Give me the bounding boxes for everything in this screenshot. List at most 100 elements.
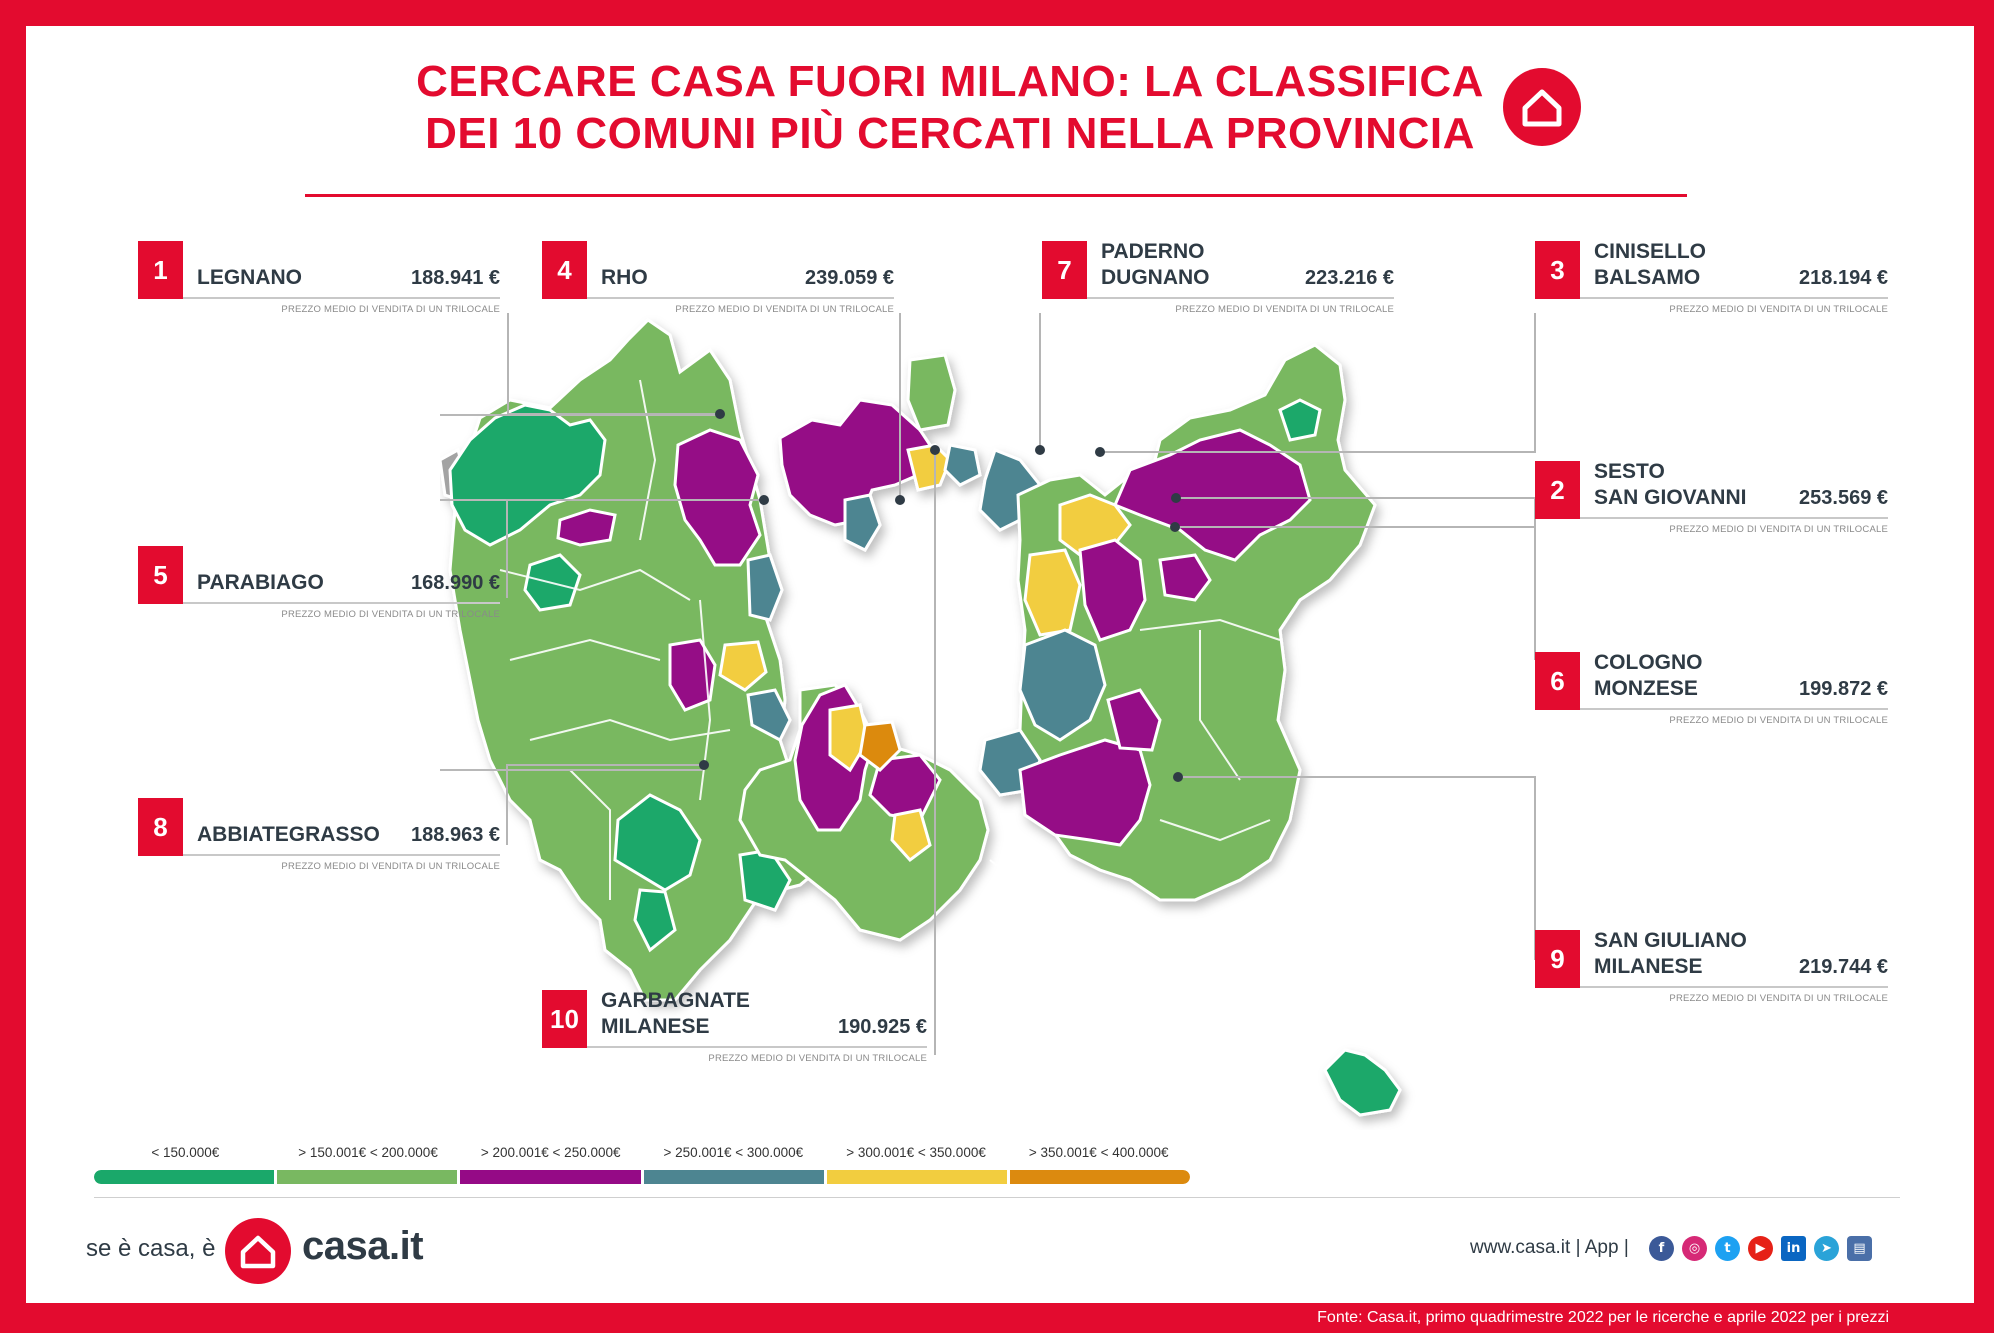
municipality-price: 253.569 € bbox=[1799, 487, 1888, 509]
legend-swatch bbox=[94, 1170, 275, 1184]
rank-badge: 3 bbox=[1535, 241, 1580, 299]
card-rule bbox=[1087, 297, 1394, 299]
youtube-icon[interactable]: ▶ bbox=[1748, 1236, 1773, 1261]
legend-labels: < 150.000€ > 150.001€ < 200.000€ > 200.0… bbox=[94, 1145, 1190, 1160]
legend-swatch bbox=[460, 1170, 641, 1184]
frame-bottom: Fonte: Casa.it, primo quadrimestre 2022 … bbox=[0, 1303, 1994, 1333]
municipality-exclave bbox=[1323, 1048, 1402, 1117]
facebook-icon[interactable]: f bbox=[1649, 1236, 1674, 1261]
price-note: PREZZO MEDIO DI VENDITA DI UN TRILOCALE bbox=[675, 304, 894, 315]
logo-text[interactable]: casa.it bbox=[302, 1224, 424, 1268]
frame-right bbox=[1974, 0, 1994, 1333]
municipality-price: 190.925 € bbox=[838, 1016, 927, 1038]
municipality-name: ABBIATEGRASSO bbox=[197, 823, 380, 846]
linkedin-icon[interactable]: in bbox=[1781, 1236, 1806, 1261]
ranking-card-4: 4 RHO 239.059 € PREZZO MEDIO DI VENDITA … bbox=[542, 241, 894, 323]
municipality-price: 223.216 € bbox=[1305, 267, 1394, 289]
municipality-teal bbox=[1018, 628, 1107, 742]
municipality-orange bbox=[858, 720, 902, 772]
instagram-icon[interactable]: ◎ bbox=[1682, 1236, 1707, 1261]
municipality-price: 188.963 € bbox=[411, 824, 500, 846]
frame-top bbox=[0, 0, 1994, 26]
rank-badge: 9 bbox=[1535, 930, 1580, 988]
municipality-teal bbox=[943, 443, 982, 487]
frame-left bbox=[0, 0, 26, 1333]
ranking-card-2: 2 SESTO SAN GIOVANNI 253.569 € PREZZO ME… bbox=[1535, 460, 1888, 543]
municipality-name: LEGNANO bbox=[197, 266, 302, 289]
ranking-card-9: 9 SAN GIULIANO MILANESE 219.744 € PREZZO… bbox=[1535, 929, 1888, 1012]
municipality-price: 168.990 € bbox=[411, 572, 500, 594]
municipality-name: GARBAGNATE MILANESE bbox=[601, 989, 750, 1038]
municipality-yellow bbox=[718, 640, 768, 692]
card-rule bbox=[1580, 708, 1888, 710]
legend-label: > 150.001€ < 200.000€ bbox=[298, 1145, 438, 1160]
price-note: PREZZO MEDIO DI VENDITA DI UN TRILOCALE bbox=[281, 609, 500, 620]
twitter-icon[interactable]: t bbox=[1715, 1236, 1740, 1261]
rank-badge: 7 bbox=[1042, 241, 1087, 299]
slogan: se è casa, è bbox=[86, 1235, 216, 1262]
card-rule bbox=[1580, 517, 1888, 519]
municipality-light-green bbox=[906, 353, 957, 432]
municipality-purple bbox=[1106, 688, 1162, 752]
legend-bar bbox=[94, 1170, 1190, 1184]
ranking-card-7: 7 PADERNO DUGNANO 223.216 € PREZZO MEDIO… bbox=[1042, 240, 1394, 323]
telegram-icon[interactable]: ➤ bbox=[1814, 1236, 1839, 1261]
ranking-card-1: 1 LEGNANO 188.941 € PREZZO MEDIO DI VEND… bbox=[138, 241, 500, 323]
municipality-purple bbox=[1078, 538, 1147, 642]
municipality-purple bbox=[668, 638, 717, 712]
rank-badge: 4 bbox=[542, 241, 587, 299]
ranking-card-6: 6 COLOGNO MONZESE 199.872 € PREZZO MEDIO… bbox=[1535, 651, 1888, 734]
legend-label: > 350.001€ < 400.000€ bbox=[1028, 1145, 1169, 1160]
rank-badge: 8 bbox=[138, 798, 183, 856]
municipality-name: PADERNO DUGNANO bbox=[1101, 240, 1210, 289]
legend-swatch bbox=[277, 1170, 458, 1184]
page-title: CERCARE CASA FUORI MILANO: LA CLASSIFICA… bbox=[380, 56, 1520, 160]
title-line-2: DEI 10 COMUNI PIÙ CERCATI NELLA PROVINCI… bbox=[425, 109, 1475, 158]
municipality-name: SAN GIULIANO MILANESE bbox=[1594, 929, 1747, 978]
municipality-name: CINISELLO BALSAMO bbox=[1594, 240, 1707, 289]
price-note: PREZZO MEDIO DI VENDITA DI UN TRILOCALE bbox=[1669, 304, 1888, 315]
legend-label: > 200.001€ < 250.000€ bbox=[480, 1145, 621, 1160]
municipality-price: 218.194 € bbox=[1799, 267, 1888, 289]
municipality-yellow bbox=[906, 443, 952, 492]
price-note: PREZZO MEDIO DI VENDITA DI UN TRILOCALE bbox=[1175, 304, 1394, 315]
price-note: PREZZO MEDIO DI VENDITA DI UN TRILOCALE bbox=[1669, 524, 1888, 535]
source-note: Fonte: Casa.it, primo quadrimestre 2022 … bbox=[1317, 1309, 1889, 1326]
rank-badge: 6 bbox=[1535, 652, 1580, 710]
news-icon[interactable]: ▤ bbox=[1847, 1236, 1872, 1261]
municipality-name: SESTO SAN GIOVANNI bbox=[1594, 460, 1747, 509]
ranking-card-3: 3 CINISELLO BALSAMO 218.194 € PREZZO MED… bbox=[1535, 240, 1888, 323]
card-rule bbox=[1580, 297, 1888, 299]
card-rule bbox=[587, 297, 894, 299]
municipality-price: 199.872 € bbox=[1799, 678, 1888, 700]
ranking-card-10: 10 GARBAGNATE MILANESE 190.925 € PREZZO … bbox=[542, 989, 927, 1072]
legend-label: > 250.001€ < 300.000€ bbox=[663, 1145, 804, 1160]
legend-swatch bbox=[643, 1170, 824, 1184]
card-rule bbox=[183, 602, 500, 604]
legend-swatch bbox=[826, 1170, 1007, 1184]
municipality-name: COLOGNO MONZESE bbox=[1594, 651, 1703, 700]
footer-divider bbox=[94, 1197, 1900, 1198]
municipality-name: PARABIAGO bbox=[197, 571, 324, 594]
municipality-price: 239.059 € bbox=[805, 267, 894, 289]
municipality-teal bbox=[746, 553, 784, 622]
rank-badge: 2 bbox=[1535, 461, 1580, 519]
municipality-purple bbox=[1018, 738, 1152, 847]
logo-house-icon bbox=[225, 1218, 291, 1284]
price-note: PREZZO MEDIO DI VENDITA DI UN TRILOCALE bbox=[281, 861, 500, 872]
rank-badge: 5 bbox=[138, 546, 183, 604]
card-rule bbox=[183, 297, 500, 299]
ranking-card-8: 8 ABBIATEGRASSO 188.963 € PREZZO MEDIO D… bbox=[138, 798, 500, 880]
legend-label: < 150.000€ bbox=[151, 1145, 220, 1160]
municipality-yellow bbox=[890, 808, 932, 863]
legend-swatch bbox=[1009, 1170, 1190, 1184]
site-link[interactable]: www.casa.it | App | bbox=[1470, 1237, 1629, 1258]
legend-label: > 300.001€ < 350.000€ bbox=[846, 1145, 986, 1160]
card-rule bbox=[183, 854, 500, 856]
municipality-yellow bbox=[1023, 548, 1082, 637]
ranking-card-5: 5 PARABIAGO 168.990 € PREZZO MEDIO DI VE… bbox=[138, 546, 500, 628]
house-icon bbox=[1503, 68, 1581, 146]
municipality-teal bbox=[843, 493, 882, 552]
municipality-name: RHO bbox=[601, 266, 648, 289]
rank-badge: 1 bbox=[138, 241, 183, 299]
